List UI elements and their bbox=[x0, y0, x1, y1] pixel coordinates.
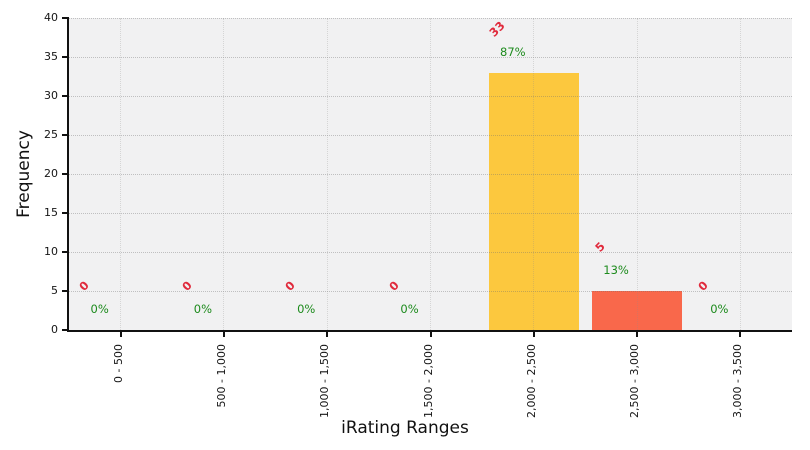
x-tick bbox=[326, 332, 329, 337]
bar-percent-label: 0% bbox=[193, 302, 213, 316]
v-gridline bbox=[533, 18, 535, 330]
x-tick-label: 0 - 500 bbox=[112, 339, 151, 383]
bar-percent-label: 87% bbox=[500, 44, 526, 59]
x-tick-label: 3,000 - 3,500 bbox=[731, 339, 805, 418]
bar bbox=[488, 72, 579, 330]
x-tick bbox=[739, 332, 742, 337]
x-tick-label-text: 2,500 - 3,000 bbox=[628, 344, 642, 418]
y-tick bbox=[62, 173, 69, 175]
x-tick-label-text: 2,000 - 2,500 bbox=[524, 344, 538, 418]
h-gridline bbox=[69, 173, 792, 175]
x-tick-label-text: 1,000 - 1,500 bbox=[318, 344, 332, 418]
x-tick-label-text: 3,000 - 3,500 bbox=[731, 344, 745, 418]
h-gridline bbox=[69, 212, 792, 214]
x-tick-label: 1,000 - 1,500 bbox=[318, 339, 392, 418]
h-gridline bbox=[69, 251, 792, 253]
bar-percent-label: 0% bbox=[297, 302, 316, 316]
x-tick-label-text: 1,500 - 2,000 bbox=[421, 344, 435, 418]
v-gridline bbox=[430, 18, 431, 330]
v-gridline bbox=[223, 18, 225, 330]
x-tick-label: 2,000 - 2,500 bbox=[525, 339, 599, 418]
bar-percent-label: 0% bbox=[710, 302, 729, 316]
y-tick bbox=[62, 251, 69, 253]
y-tick-label: 0 bbox=[51, 323, 58, 336]
x-tick-label: 2,500 - 3,000 bbox=[628, 339, 702, 418]
h-gridline bbox=[69, 56, 792, 58]
y-tick bbox=[62, 329, 69, 331]
y-tick-label: 30 bbox=[44, 89, 58, 102]
x-axis-title: iRating Ranges bbox=[341, 418, 469, 438]
y-tick-label: 20 bbox=[44, 167, 58, 180]
bar-percent-label: 0% bbox=[90, 302, 109, 316]
x-tick bbox=[636, 332, 639, 337]
h-gridline bbox=[69, 17, 792, 19]
x-tick-label-text: 500 - 1,000 bbox=[214, 344, 228, 408]
bar bbox=[592, 291, 683, 330]
y-tick-label: 5 bbox=[51, 284, 58, 297]
x-tick bbox=[119, 332, 122, 337]
bar-percent-label: 13% bbox=[603, 263, 629, 277]
y-tick-label: 35 bbox=[44, 50, 58, 63]
v-gridline bbox=[120, 18, 122, 330]
x-tick bbox=[429, 332, 432, 337]
h-gridline bbox=[69, 95, 792, 97]
v-gridline bbox=[739, 18, 741, 330]
left-spine bbox=[67, 18, 69, 332]
y-tick bbox=[62, 290, 69, 292]
y-tick bbox=[62, 95, 69, 97]
y-tick bbox=[62, 17, 69, 19]
x-tick-label-text: 0 - 500 bbox=[111, 344, 125, 383]
bottom-spine bbox=[67, 330, 792, 332]
v-gridline bbox=[326, 18, 328, 330]
x-tick-label: 500 - 1,000 bbox=[215, 339, 278, 407]
v-gridline bbox=[636, 18, 638, 330]
y-tick-label: 25 bbox=[44, 128, 58, 141]
y-tick-label: 40 bbox=[44, 11, 58, 24]
bar-percent-label: 0% bbox=[400, 302, 419, 316]
y-tick bbox=[62, 212, 69, 214]
x-tick bbox=[222, 332, 225, 337]
plot-area bbox=[69, 18, 792, 330]
y-tick-label: 10 bbox=[44, 245, 58, 258]
y-tick bbox=[62, 134, 69, 136]
h-gridline bbox=[69, 290, 792, 292]
x-tick bbox=[532, 332, 535, 337]
y-tick bbox=[62, 56, 69, 58]
h-gridline bbox=[69, 134, 792, 136]
y-tick-label: 15 bbox=[44, 206, 58, 219]
x-tick-label: 1,500 - 2,000 bbox=[422, 339, 496, 418]
